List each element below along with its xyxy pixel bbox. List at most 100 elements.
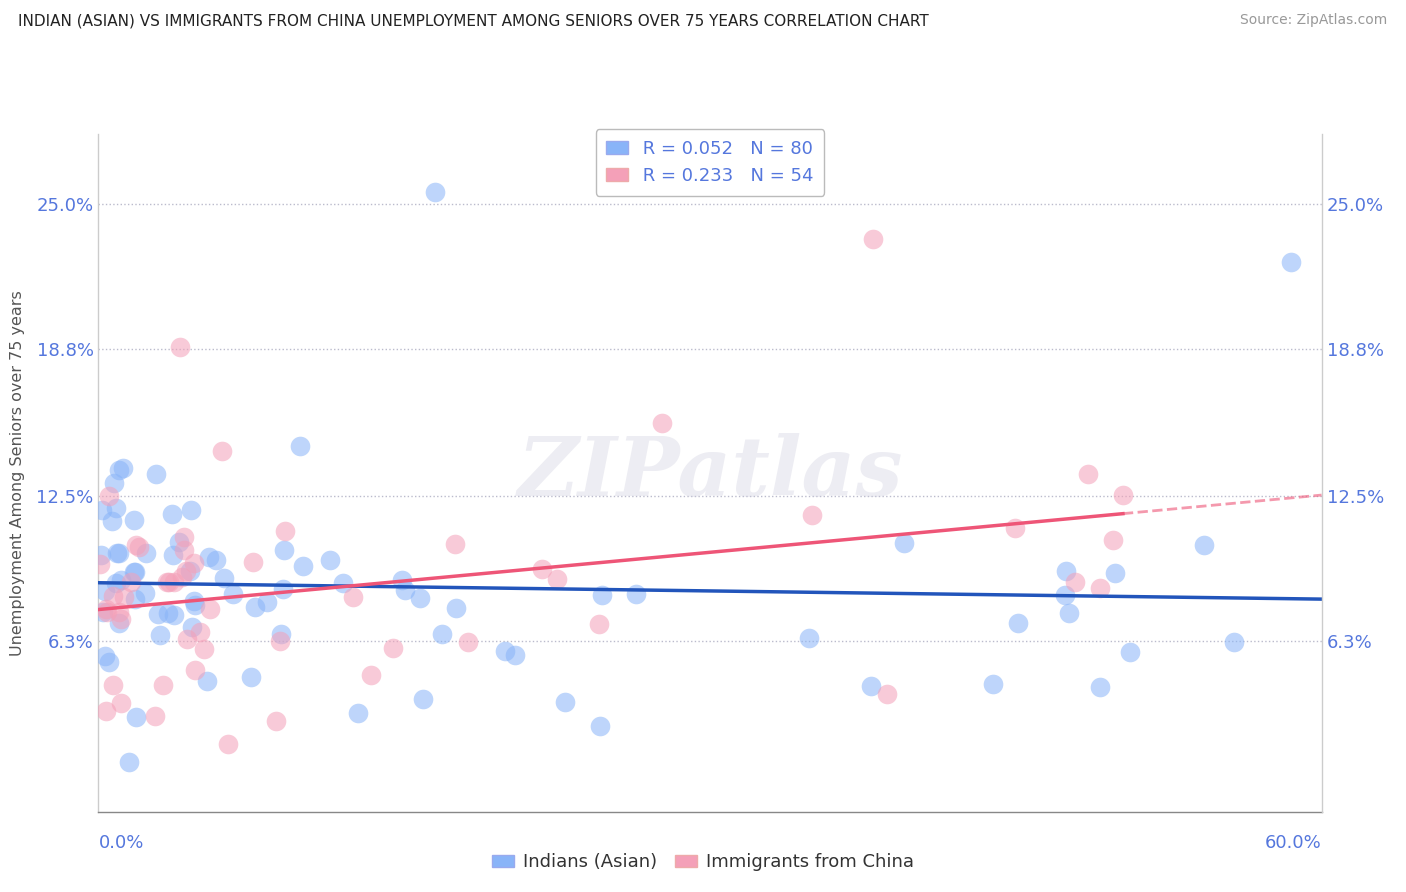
Point: [288, 439, 311, 453]
Point: [245, 600, 267, 615]
Point: [152, 677, 174, 691]
Point: [125, 710, 148, 724]
Point: [96, 704, 118, 718]
Point: [94, 602, 117, 616]
Point: [107, 545, 129, 559]
Point: [180, 503, 202, 517]
Point: [211, 444, 233, 458]
Point: [319, 553, 342, 567]
Point: [270, 627, 292, 641]
Point: [135, 546, 157, 560]
Point: [1054, 564, 1077, 578]
Point: [124, 565, 146, 579]
Point: [273, 542, 295, 557]
Text: 0.0%: 0.0%: [98, 834, 143, 852]
Point: [624, 587, 647, 601]
Point: [1064, 574, 1087, 589]
Point: [145, 709, 167, 723]
Point: [554, 695, 576, 709]
Point: [173, 530, 195, 544]
Point: [859, 679, 882, 693]
Point: [162, 548, 184, 562]
Point: [893, 536, 915, 550]
Point: [96, 605, 118, 619]
Point: [1077, 467, 1099, 482]
Point: [423, 186, 446, 200]
Point: [101, 678, 124, 692]
Point: [103, 475, 125, 490]
Point: [146, 607, 169, 622]
Point: [156, 575, 179, 590]
Point: [181, 620, 204, 634]
Point: [108, 546, 131, 560]
Point: [94, 648, 117, 663]
Point: [1223, 635, 1246, 649]
Point: [173, 542, 195, 557]
Point: [531, 562, 554, 576]
Point: [97, 489, 120, 503]
Point: [651, 416, 673, 430]
Point: [169, 340, 191, 354]
Point: [128, 540, 150, 554]
Point: [591, 588, 613, 602]
Legend: Indians (Asian), Immigrants from China: Indians (Asian), Immigrants from China: [485, 847, 921, 879]
Point: [167, 535, 190, 549]
Point: [120, 575, 142, 590]
Point: [134, 586, 156, 600]
Text: Source: ZipAtlas.com: Source: ZipAtlas.com: [1240, 13, 1388, 28]
Point: [198, 550, 221, 565]
Point: [382, 640, 405, 655]
Point: [172, 570, 194, 584]
Text: INDIAN (ASIAN) VS IMMIGRANTS FROM CHINA UNEMPLOYMENT AMONG SENIORS OVER 75 YEARS: INDIAN (ASIAN) VS IMMIGRANTS FROM CHINA …: [18, 13, 929, 29]
Point: [111, 461, 134, 475]
Point: [205, 552, 228, 566]
Point: [444, 600, 467, 615]
Point: [274, 524, 297, 539]
Point: [183, 594, 205, 608]
Point: [1279, 255, 1302, 269]
Point: [217, 737, 239, 751]
Point: [347, 706, 370, 720]
Point: [104, 576, 127, 591]
Legend:  R = 0.052   N = 80,  R = 0.233   N = 54: R = 0.052 N = 80, R = 0.233 N = 54: [596, 129, 824, 196]
Point: [457, 635, 479, 649]
Y-axis label: Unemployment Among Seniors over 75 years: Unemployment Among Seniors over 75 years: [10, 290, 25, 656]
Point: [97, 655, 120, 669]
Point: [862, 232, 884, 246]
Point: [1192, 538, 1215, 552]
Point: [505, 648, 527, 662]
Point: [108, 616, 131, 631]
Point: [100, 514, 122, 528]
Point: [1104, 566, 1126, 581]
Point: [193, 642, 215, 657]
Point: [179, 564, 201, 578]
Point: [242, 556, 264, 570]
Point: [160, 507, 183, 521]
Point: [876, 687, 898, 701]
Point: [184, 599, 207, 613]
Point: [1090, 582, 1112, 596]
Point: [292, 558, 315, 573]
Point: [112, 591, 135, 605]
Point: [89, 558, 111, 572]
Point: [221, 587, 243, 601]
Point: [212, 571, 235, 585]
Point: [546, 573, 568, 587]
Point: [342, 590, 364, 604]
Text: 60.0%: 60.0%: [1265, 834, 1322, 852]
Point: [91, 502, 114, 516]
Point: [269, 634, 291, 648]
Point: [494, 644, 516, 658]
Point: [200, 601, 222, 615]
Point: [157, 606, 180, 620]
Point: [149, 627, 172, 641]
Point: [273, 582, 295, 597]
Point: [163, 574, 186, 589]
Point: [110, 696, 132, 710]
Point: [157, 575, 180, 590]
Point: [332, 576, 354, 591]
Point: [91, 605, 114, 619]
Point: [108, 463, 131, 477]
Point: [183, 556, 205, 570]
Point: [195, 673, 218, 688]
